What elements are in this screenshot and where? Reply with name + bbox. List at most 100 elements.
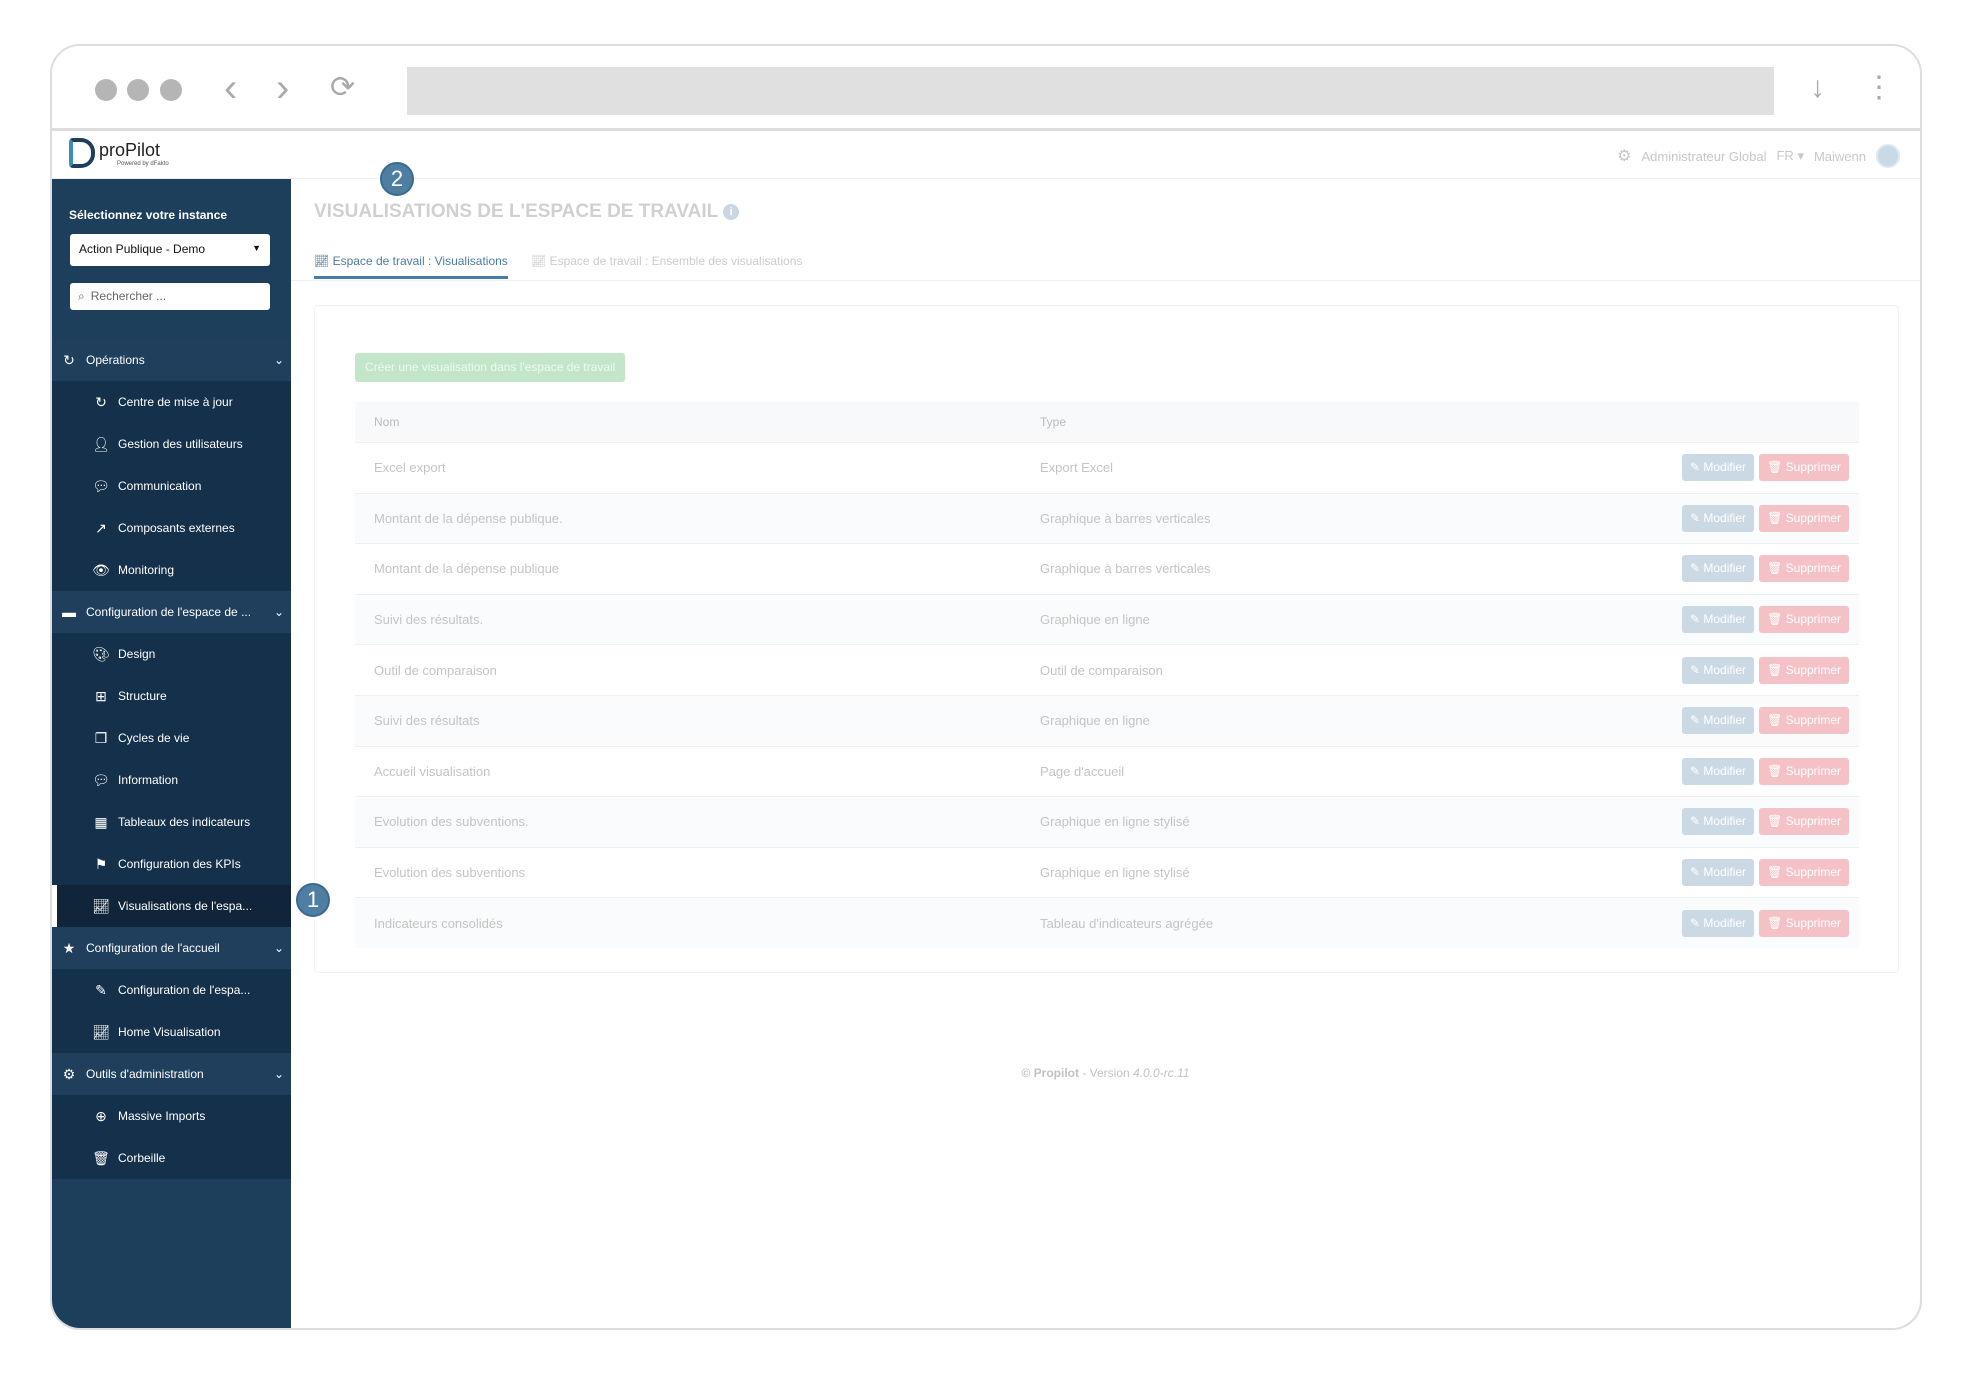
- delete-label: Supprimer: [1785, 460, 1841, 475]
- sidebar-item[interactable]: 👤︎ Gestion des utilisateurs: [52, 423, 291, 465]
- delete-button[interactable]: 🗑︎ Supprimer: [1759, 808, 1849, 836]
- delete-button[interactable]: 🗑︎ Supprimer: [1759, 454, 1849, 482]
- kebab-menu-icon[interactable]: ⋮: [1864, 71, 1894, 104]
- sidebar-item-label: Monitoring: [118, 563, 175, 577]
- sidebar-item[interactable]: ⚑ Configuration des KPIs: [52, 843, 291, 885]
- sidebar-group-1[interactable]: ▬ Configuration de l'espace de ... ⌄: [52, 591, 291, 633]
- instance-label: Sélectionnez votre instance: [69, 208, 228, 222]
- sidebar-item[interactable]: 👁︎ Monitoring: [52, 549, 291, 591]
- sidebar-group-3[interactable]: ⚙ Outils d'administration ⌄: [52, 1053, 291, 1095]
- search-icon: ⌕: [78, 289, 85, 303]
- delete-button[interactable]: 🗑︎ Supprimer: [1759, 555, 1849, 583]
- avatar[interactable]: [1876, 144, 1900, 168]
- delete-button[interactable]: 🗑︎ Supprimer: [1759, 757, 1849, 785]
- sidebar-group-label: Configuration de l'espace de ...: [86, 605, 252, 619]
- sidebar-item[interactable]: ↻ Centre de mise à jour: [52, 381, 291, 423]
- delete-button[interactable]: 🗑︎ Supprimer: [1759, 656, 1849, 684]
- chevron-down-icon[interactable]: ⌄: [273, 353, 284, 367]
- modify-button[interactable]: ✎ Modifier: [1681, 454, 1755, 482]
- delete-label: Supprimer: [1785, 612, 1841, 627]
- modify-button[interactable]: ✎ Modifier: [1681, 757, 1755, 785]
- sidebar-item[interactable]: ↗ Composants externes: [52, 507, 291, 549]
- column-header-name[interactable]: Nom: [374, 415, 400, 429]
- gear-icon[interactable]: ⚙: [1617, 148, 1632, 165]
- logo[interactable]: proPilot Powered by dFakto: [69, 138, 169, 168]
- modify-button[interactable]: ✎ Modifier: [1681, 606, 1755, 634]
- visualisations-card: Créer une visualisation dans l'espace de…: [314, 305, 1899, 973]
- window-dot-icon: [127, 79, 149, 101]
- delete-button[interactable]: 🗑︎ Supprimer: [1759, 707, 1849, 735]
- tab-label: Espace de travail : Ensemble des visuali…: [549, 254, 803, 268]
- info-icon[interactable]: i: [723, 204, 740, 220]
- language-dropdown[interactable]: FR ▾: [1776, 148, 1804, 163]
- modify-button[interactable]: ✎ Modifier: [1681, 808, 1755, 836]
- modify-button[interactable]: ✎ Modifier: [1681, 555, 1755, 583]
- modify-label: Modifier: [1703, 814, 1747, 829]
- instance-select[interactable]: Action Publique - Demo ▼: [70, 234, 270, 266]
- sidebar-item-label: Information: [118, 773, 179, 787]
- delete-label: Supprimer: [1785, 915, 1841, 930]
- tab-all-visualisations[interactable]: 📈︎ Espace de travail : Ensemble des visu…: [531, 254, 802, 268]
- back-icon[interactable]: ‹: [224, 66, 238, 110]
- create-visualisation-button[interactable]: Créer une visualisation dans l'espace de…: [355, 353, 626, 382]
- table-row: Suivi des résultats Graphique en ligne ✎ M…: [355, 694, 1859, 746]
- sidebar-item[interactable]: 💬︎ Information: [52, 759, 291, 801]
- sidebar-item[interactable]: ✎ Configuration de l'espa...: [52, 969, 291, 1011]
- reload-icon[interactable]: ⟳: [330, 71, 356, 104]
- row-name: Outil de comparaison: [374, 662, 497, 678]
- window-dot-icon: [160, 79, 182, 101]
- chevron-down-icon[interactable]: ⌄: [273, 941, 284, 955]
- chevron-down-icon[interactable]: ⌄: [273, 605, 284, 619]
- sidebar-item[interactable]: ❐ Cycles de vie: [52, 717, 291, 759]
- delete-label: Supprimer: [1785, 865, 1841, 880]
- sidebar-item[interactable]: ⊕ Massive Imports: [52, 1095, 291, 1137]
- modify-button[interactable]: ✎ Modifier: [1681, 909, 1755, 937]
- delete-button[interactable]: 🗑︎ Supprimer: [1759, 909, 1849, 937]
- sidebar-item[interactable]: 📈︎ Home Visualisation: [52, 1011, 291, 1053]
- trash-icon: 🗑︎: [1767, 713, 1783, 728]
- pencil-icon: ✎: [1689, 662, 1701, 677]
- chart-line-icon: 📈︎: [92, 897, 110, 914]
- sidebar-item[interactable]: 📈︎ Visualisations de l'espa...: [52, 885, 291, 927]
- modify-label: Modifier: [1703, 510, 1747, 525]
- chevron-down-icon[interactable]: ⌄: [273, 1067, 284, 1081]
- sidebar-item[interactable]: 💬︎ Communication: [52, 465, 291, 507]
- delete-button[interactable]: 🗑︎ Supprimer: [1759, 606, 1849, 634]
- sidebar-item[interactable]: 🗑︎ Corbeille: [52, 1137, 291, 1179]
- column-header-type[interactable]: Type: [1040, 415, 1067, 429]
- table-row: Excel export Export Excel ✎ Modifier 🗑︎ Sup…: [355, 442, 1859, 493]
- palette-icon: 🎨︎: [92, 645, 110, 662]
- sidebar-item-label: Centre de mise à jour: [118, 395, 233, 409]
- trash-icon: 🗑︎: [1767, 814, 1783, 829]
- sidebar-search-input[interactable]: ⌕ Rechercher ...: [70, 283, 270, 310]
- sidebar-group-label: Opérations: [86, 353, 145, 367]
- delete-button[interactable]: 🗑︎ Supprimer: [1759, 504, 1849, 532]
- role-link[interactable]: Administrateur Global: [1641, 148, 1767, 164]
- modify-label: Modifier: [1703, 763, 1747, 778]
- comments-icon: 💬︎: [92, 477, 110, 494]
- caret-down-icon: ▼: [252, 243, 261, 253]
- sidebar-item[interactable]: ⊞ Structure: [52, 675, 291, 717]
- modify-button[interactable]: ✎ Modifier: [1681, 656, 1755, 684]
- delete-button[interactable]: 🗑︎ Supprimer: [1759, 859, 1849, 887]
- sidebar-item[interactable]: ▦ Tableaux des indicateurs: [52, 801, 291, 843]
- delete-label: Supprimer: [1785, 713, 1841, 728]
- modify-button[interactable]: ✎ Modifier: [1681, 859, 1755, 887]
- row-name: Montant de la dépense publique: [374, 561, 560, 577]
- sidebar-item-label: Communication: [118, 479, 202, 493]
- sidebar-group-2[interactable]: ★ Configuration de l'accueil ⌄: [52, 927, 291, 969]
- address-bar[interactable]: [407, 67, 1774, 115]
- pencil-icon: ✎: [1689, 814, 1701, 829]
- logo-mark-icon: [69, 138, 95, 168]
- flag-icon: ⚑: [94, 855, 108, 872]
- forward-icon[interactable]: ›: [276, 66, 290, 110]
- row-name: Montant de la dépense publique.: [374, 510, 563, 526]
- user-name[interactable]: Maiwenn: [1813, 148, 1866, 164]
- modify-button[interactable]: ✎ Modifier: [1681, 707, 1755, 735]
- modify-button[interactable]: ✎ Modifier: [1681, 504, 1755, 532]
- sidebar-item[interactable]: 🎨︎ Design: [52, 633, 291, 675]
- tab-visualisations[interactable]: 📈︎ Espace de travail : Visualisations: [314, 254, 508, 279]
- sidebar-group-0[interactable]: ↻ Opérations ⌄: [52, 339, 291, 381]
- sidebar-item-label: Home Visualisation: [118, 1025, 221, 1039]
- download-icon[interactable]: ↓: [1810, 71, 1825, 104]
